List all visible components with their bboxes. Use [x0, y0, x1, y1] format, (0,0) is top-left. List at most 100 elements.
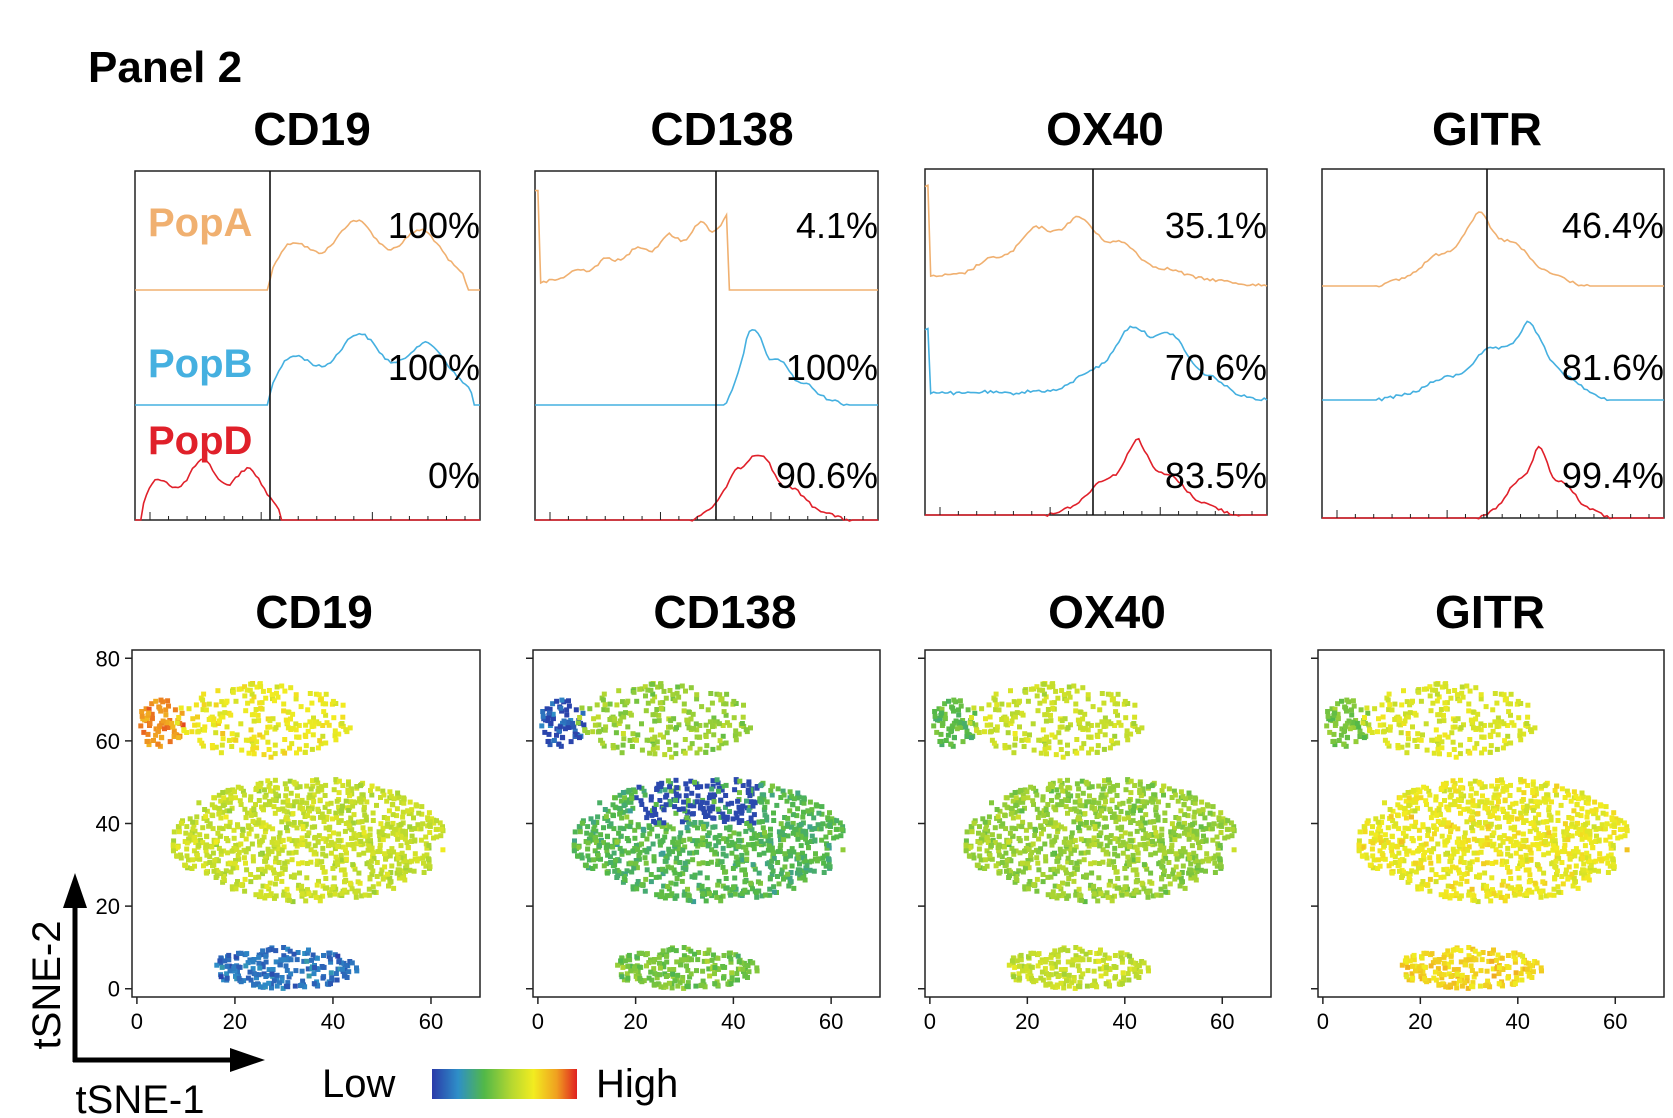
tsne-point [256, 798, 262, 803]
tsne-point [1112, 865, 1117, 870]
tsne-point [1200, 807, 1206, 813]
tsne-point [1128, 778, 1134, 784]
tsne-point [1202, 815, 1208, 821]
tsne-point [236, 856, 242, 862]
tsne-point [697, 870, 703, 876]
tsne-point [1331, 731, 1337, 737]
tsne-point [687, 897, 693, 903]
tsne-point [195, 714, 200, 720]
tsne-point [715, 955, 721, 961]
tsne-point [1523, 867, 1529, 873]
tsne-point [143, 706, 149, 712]
tsne-point [737, 790, 742, 796]
tsne-point [650, 681, 656, 687]
tsne-point [1450, 739, 1456, 745]
tsne-point [629, 795, 635, 801]
tsne-point [1218, 830, 1224, 835]
tsne-point [384, 798, 390, 804]
tsne-point [1490, 728, 1496, 734]
tsne-point [321, 964, 327, 970]
tsne-point [650, 746, 656, 752]
tsne-point [255, 981, 261, 987]
tsne-point [225, 850, 231, 856]
tsne-point [1149, 783, 1155, 789]
tsne-point [991, 740, 997, 746]
tsne-point [1505, 723, 1511, 728]
tsne-point [1585, 809, 1591, 815]
tsne-point [749, 835, 755, 841]
tsne-point [1103, 971, 1109, 977]
tsne-point [282, 737, 288, 742]
tsne-point [296, 882, 302, 888]
tsne-point [313, 834, 318, 840]
tsne-point [1587, 869, 1593, 874]
tsne-point [1585, 800, 1591, 806]
tsne-point [288, 790, 294, 796]
tsne-point [1403, 833, 1409, 839]
tsne-point [293, 849, 299, 855]
tsne-point [257, 965, 263, 971]
tsne-point [1104, 719, 1110, 725]
tsne-point [215, 869, 221, 875]
tsne-point [266, 851, 272, 857]
tsne-point [1413, 869, 1419, 875]
tsne-point [1215, 845, 1221, 851]
tsne-point [1131, 891, 1137, 897]
tsne-point [1218, 864, 1224, 870]
tsne-point [735, 857, 741, 863]
tsne-point [731, 715, 737, 721]
tsne-point [601, 743, 607, 749]
tsne-point [401, 796, 407, 802]
tsne-point [1125, 737, 1131, 743]
tsne-point [1157, 847, 1163, 853]
tsne-point [795, 855, 801, 861]
tsne-point [939, 706, 945, 712]
tsne-point [1211, 855, 1217, 861]
tsne-point [1023, 827, 1029, 833]
tsne-point [619, 955, 625, 961]
tsne-point [149, 715, 155, 721]
tsne-point [263, 959, 269, 965]
tsne-point [357, 832, 363, 838]
tsne-point [1452, 724, 1458, 730]
tsne-point [735, 798, 741, 804]
tsne-point [326, 809, 332, 814]
tsne-point [547, 742, 553, 748]
tsne-point [334, 798, 340, 804]
tsne-point [296, 861, 302, 867]
tsne-point [232, 861, 238, 867]
hist-title-cd138: CD138 [650, 103, 793, 155]
tsne-point [1424, 802, 1429, 807]
tsne-point [201, 691, 207, 697]
tsne-point [260, 948, 266, 954]
tsne-point [421, 860, 426, 866]
tsne-point [331, 830, 336, 836]
tsne-point [635, 879, 641, 884]
tsne-point [268, 865, 274, 871]
tsne-point [750, 803, 756, 809]
tsne-point [420, 821, 426, 827]
tsne-point [201, 702, 207, 708]
tsne-point [648, 797, 654, 803]
tsne-point [1398, 730, 1404, 736]
tsne-point [802, 859, 808, 865]
tsne-point [388, 793, 394, 799]
tsne-point [1102, 732, 1108, 738]
tsne-point [1137, 842, 1143, 848]
tsne-point [1200, 826, 1206, 832]
tsne-point [1453, 880, 1458, 886]
tsne-point [1478, 727, 1484, 733]
tsne-point [1131, 721, 1137, 726]
tsne-point [210, 826, 216, 832]
tsne-point [664, 893, 670, 899]
tsne-point [1057, 947, 1063, 953]
tsne-point [721, 819, 727, 824]
tsne-point [1393, 715, 1399, 721]
tsne-point [427, 864, 433, 870]
tsne-point [1003, 826, 1009, 832]
tsne-point [279, 878, 285, 884]
tsne-point [1074, 866, 1080, 872]
tsne-point [716, 788, 721, 794]
tsne-point [707, 719, 713, 725]
tsne-point [1392, 854, 1398, 860]
